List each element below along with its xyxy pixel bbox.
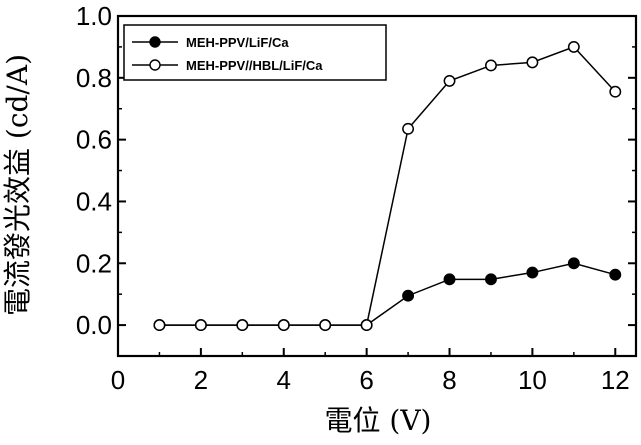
x-tick-label: 0: [111, 365, 125, 395]
legend: MEH-PPV/LiF/Ca MEH-PPV//HBL/LiF/Ca: [123, 24, 387, 81]
legend-box: [123, 24, 387, 81]
series-1-point: [485, 273, 497, 286]
y-tick-label: 0.4: [76, 186, 112, 216]
series-2-point: [236, 319, 249, 332]
series-2-line: [159, 46, 616, 326]
series-2-point: [526, 56, 539, 69]
series-2-point: [443, 74, 456, 87]
series-2-point: [319, 319, 332, 332]
legend-item-series-2: MEH-PPV//HBL/LiF/Ca: [132, 58, 323, 73]
x-tick-label: 6: [359, 365, 373, 395]
legend-marker-open: [149, 59, 161, 71]
series-layer: [153, 40, 622, 332]
axes: 0 2 4 6 8 10 12 0.0 0.2 0.4 0.6 0.8 1.0: [76, 1, 638, 395]
series-1-point: [526, 266, 539, 279]
series-2: [153, 40, 622, 332]
series-1-point: [609, 268, 622, 281]
plot-frame: [116, 14, 638, 358]
series-1: [153, 257, 622, 332]
series-2-point: [153, 319, 166, 332]
series-2-point: [609, 85, 622, 98]
y-tick-label: 0.0: [76, 310, 112, 340]
series-1-line: [159, 262, 616, 326]
series-2-point: [567, 40, 580, 53]
x-tick-label: 8: [442, 365, 456, 395]
x-tick-label: 10: [518, 365, 547, 395]
x-tick-label: 2: [194, 365, 208, 395]
legend-label-series-1: MEH-PPV/LiF/Ca: [186, 35, 289, 50]
series-1-point: [402, 289, 415, 302]
y-axis-title: 電流發光效益 (cd/A): [1, 54, 34, 316]
x-tick-label: 12: [601, 365, 630, 395]
series-2-point: [485, 59, 497, 72]
legend-label-series-2: MEH-PPV//HBL/LiF/Ca: [186, 58, 323, 73]
x-axis-title: 電位 (V): [325, 404, 432, 437]
y-tick-label: 0.2: [76, 248, 112, 278]
legend-marker-filled: [149, 36, 161, 48]
series-2-point: [402, 122, 415, 135]
series-1-point: [567, 257, 580, 270]
y-tick-label: 0.6: [76, 125, 112, 155]
y-tick-label: 1.0: [76, 1, 112, 31]
legend-item-series-1: MEH-PPV/LiF/Ca: [132, 35, 289, 50]
x-tick-label: 4: [277, 365, 291, 395]
y-tick-label: 0.8: [76, 63, 112, 93]
series-2-point: [194, 319, 207, 332]
series-2-point: [277, 319, 290, 332]
series-1-point: [443, 273, 456, 286]
series-2-point: [360, 319, 373, 332]
